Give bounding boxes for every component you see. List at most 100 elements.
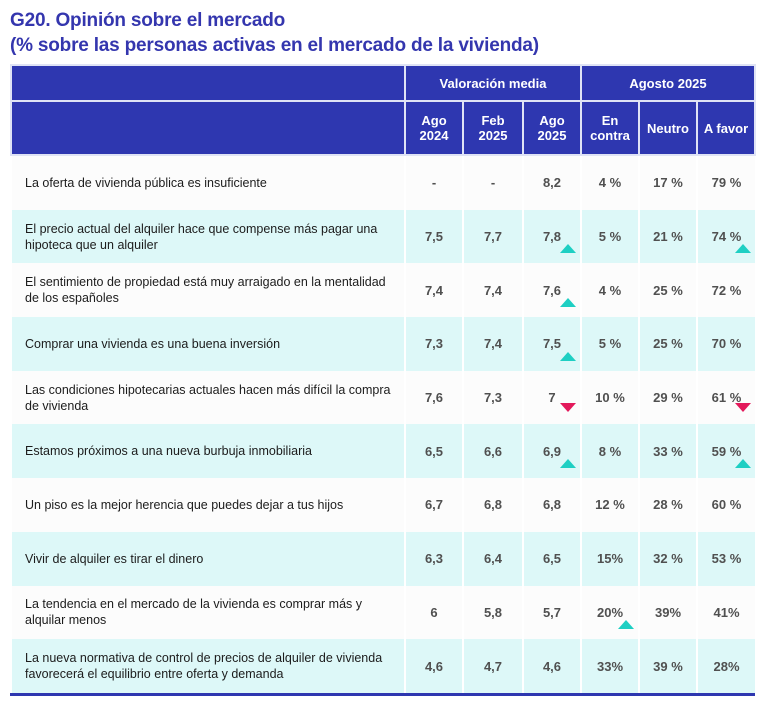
cell-ago2025: 6,8	[522, 478, 581, 532]
cell-feb2025: 6,8	[462, 478, 523, 532]
cell-ago2024: 6,3	[404, 531, 463, 586]
trend-up-icon	[560, 244, 576, 254]
cell-value: 4,6	[424, 658, 444, 674]
cell-ago2025: 6,5	[522, 531, 581, 586]
cell-value: 7,4	[483, 282, 503, 298]
cell-neutro: 32 %	[638, 531, 697, 586]
cell-value: 5,7	[542, 604, 562, 620]
trend-down-icon	[560, 403, 576, 413]
cell-feb2025: 6,4	[462, 531, 523, 586]
cell-favor: 60 %	[696, 478, 755, 532]
cell-value: 20%	[596, 604, 624, 620]
cell-value: 7,5	[542, 336, 562, 352]
cell-contra: 12 %	[580, 478, 639, 532]
cell-value: 29 %	[653, 390, 683, 406]
cell-feb2025: 7,4	[462, 263, 523, 318]
cell-contra: 8 %	[580, 424, 639, 479]
cell-contra: 20%	[580, 585, 639, 640]
cell-favor: 28%	[696, 639, 755, 696]
cell-value: 6,3	[424, 551, 444, 567]
cell-ago2025: 6,9	[522, 424, 581, 479]
row-label: Estamos próximos a una nueva burbuja inm…	[10, 424, 405, 479]
cell-ago2025: 7,5	[522, 317, 581, 371]
cell-value: 7,6	[424, 390, 444, 406]
cell-ago2024: 4,6	[404, 639, 463, 696]
cell-value: -	[431, 175, 437, 191]
trend-down-icon	[735, 403, 751, 413]
cell-feb2025: 7,3	[462, 370, 523, 425]
cell-value: 5 %	[598, 229, 622, 245]
row-label: Un piso es la mejor herencia que puedes …	[10, 478, 405, 532]
cell-ago2024: 6	[404, 585, 463, 640]
cell-contra: 15%	[580, 531, 639, 586]
cell-feb2025: 4,7	[462, 639, 523, 696]
cell-ago2024: 7,3	[404, 317, 463, 371]
cell-value: 60 %	[711, 497, 742, 513]
trend-up-icon	[560, 351, 576, 361]
cell-feb2025: 5,8	[462, 585, 523, 640]
cell-value: 7,6	[542, 282, 562, 298]
cell-value: 6,5	[424, 443, 444, 459]
cell-value: 4 %	[598, 175, 622, 191]
cell-ago2024: -	[404, 155, 463, 210]
cell-feb2025: 7,4	[462, 317, 523, 371]
cell-value: 7,4	[483, 336, 503, 352]
cell-favor: 41%	[696, 585, 755, 640]
cell-contra: 5 %	[580, 209, 639, 264]
cell-neutro: 25 %	[638, 263, 697, 318]
cell-favor: 59 %	[696, 424, 755, 479]
cell-value: 28 %	[653, 497, 683, 513]
cell-neutro: 33 %	[638, 424, 697, 479]
cell-value: 39 %	[653, 658, 683, 674]
table-row: Un piso es la mejor herencia que puedes …	[10, 478, 755, 532]
trend-up-icon	[618, 620, 634, 630]
cell-ago2025: 7,8	[522, 209, 581, 264]
cell-value: 10 %	[595, 390, 625, 406]
cell-value: 8 %	[598, 443, 622, 459]
table-row: La oferta de vivienda pública es insufic…	[10, 155, 755, 210]
cell-value: 6	[430, 604, 438, 620]
table-row: La tendencia en el mercado de la viviend…	[10, 585, 755, 640]
table-row: Vivir de alquiler es tirar el dinero 6,3 6…	[10, 531, 755, 586]
cell-contra: 10 %	[580, 370, 639, 425]
cell-neutro: 39 %	[638, 639, 697, 696]
row-label: La oferta de vivienda pública es insufic…	[10, 155, 405, 210]
cell-value: -	[490, 175, 496, 191]
header-ago-2024: Ago 2024	[404, 100, 464, 156]
header-group-valoracion: Valoración media	[404, 64, 582, 102]
row-label: Vivir de alquiler es tirar el dinero	[10, 531, 405, 586]
cell-value: 25 %	[653, 282, 683, 298]
chart-title: G20. Opinión sobre el mercado (% sobre l…	[10, 8, 539, 58]
row-label: El precio actual del alquiler hace que c…	[10, 209, 405, 264]
cell-value: 7,8	[542, 229, 562, 245]
table-row: La nueva normativa de control de precios…	[10, 639, 755, 696]
cell-value: 33 %	[653, 443, 683, 459]
title-line-2: (% sobre las personas activas en el merc…	[10, 35, 539, 56]
cell-value: 59 %	[711, 443, 742, 459]
cell-neutro: 25 %	[638, 317, 697, 371]
cell-value: 4,6	[542, 658, 562, 674]
cell-value: 5,8	[483, 604, 503, 620]
cell-value: 72 %	[711, 282, 742, 298]
cell-value: 79 %	[711, 175, 742, 191]
opinion-table: Valoración media Agosto 2025 Ago 2024 Feb…	[10, 64, 756, 696]
cell-value: 7,7	[483, 229, 503, 245]
trend-up-icon	[560, 459, 576, 469]
cell-value: 6,9	[542, 443, 562, 459]
cell-ago2025: 4,6	[522, 639, 581, 696]
row-label: Las condiciones hipotecarias actuales ha…	[10, 370, 405, 425]
cell-ago2024: 6,7	[404, 478, 463, 532]
cell-neutro: 29 %	[638, 370, 697, 425]
cell-ago2024: 7,4	[404, 263, 463, 318]
cell-value: 6,6	[483, 443, 503, 459]
cell-value: 4,7	[483, 658, 503, 674]
table-row: Comprar una vivienda es una buena invers…	[10, 317, 755, 371]
trend-up-icon	[735, 459, 751, 469]
table-row: El sentimiento de propiedad está muy arr…	[10, 263, 755, 318]
row-label: El sentimiento de propiedad está muy arr…	[10, 263, 405, 318]
trend-up-icon	[735, 244, 751, 254]
header-en-contra: En contra	[580, 100, 640, 156]
header-neutro: Neutro	[638, 100, 698, 156]
cell-value: 15%	[596, 551, 624, 567]
table-row: Estamos próximos a una nueva burbuja inm…	[10, 424, 755, 479]
